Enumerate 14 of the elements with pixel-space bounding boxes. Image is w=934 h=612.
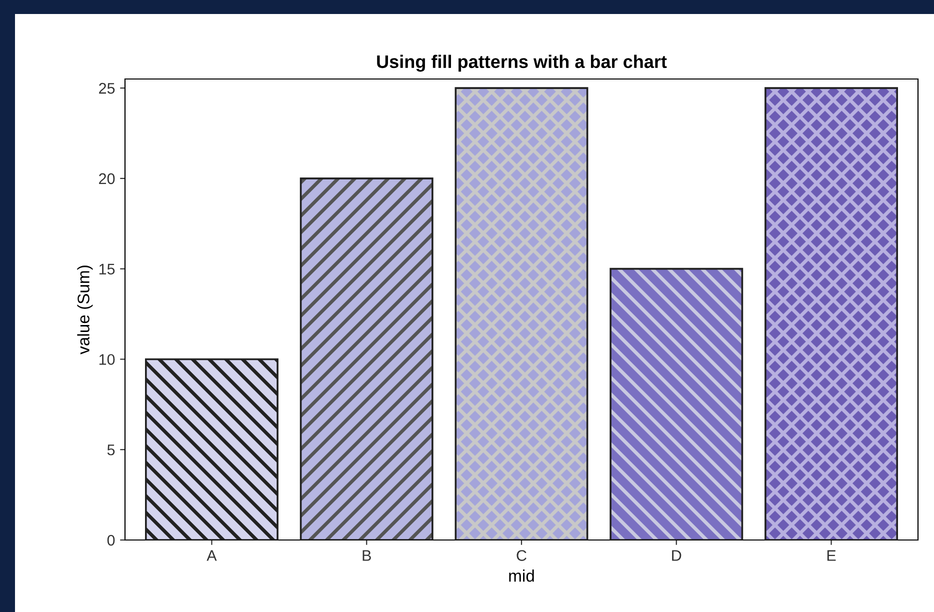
y-tick-label: 5 xyxy=(107,444,115,456)
y-tick-label: 15 xyxy=(99,264,115,275)
y-tick-label: 20 xyxy=(99,173,115,184)
x-tick-label: E xyxy=(827,550,836,561)
x-tick-label: C xyxy=(516,550,526,561)
x-tick-label: D xyxy=(672,550,682,561)
y-tick-label: 10 xyxy=(99,354,115,365)
x-axis-title: mid xyxy=(509,570,534,582)
x-tick-label: A xyxy=(206,550,217,561)
y-tick-label: 0 xyxy=(107,534,115,546)
x-tick-label: B xyxy=(362,550,371,561)
chart-title: Using fill patterns with a bar chart xyxy=(377,54,667,72)
y-axis-title: value (Sum) xyxy=(77,266,93,354)
y-tick-label: 25 xyxy=(99,82,115,94)
